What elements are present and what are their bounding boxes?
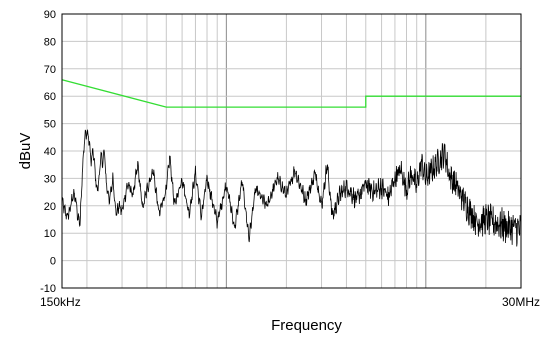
y-tick-label: 0 [50, 256, 56, 268]
x-tick-label: 30MHz [502, 295, 540, 309]
y-axis-title: dBuV [17, 133, 34, 170]
y-tick-label: 80 [44, 36, 56, 48]
y-tick-label: 90 [44, 9, 56, 21]
y-tick-label: 70 [44, 64, 56, 76]
y-tick-labels: -10 0 10 20 30 40 50 60 70 80 90 [40, 9, 56, 295]
y-tick-label: 50 [44, 119, 56, 131]
x-tick-label: 150kHz [40, 295, 81, 309]
x-tick-labels: 150kHz 30MHz [40, 295, 540, 309]
x-axis-title: Frequency [271, 317, 342, 334]
measurement-trace [61, 129, 522, 247]
y-tick-label: 40 [44, 146, 56, 158]
horizontal-grid [62, 13, 521, 289]
y-tick-label: 30 [44, 173, 56, 185]
y-tick-label: 10 [44, 228, 56, 240]
plot-frame [61, 13, 522, 289]
y-tick-label: 60 [44, 91, 56, 103]
series-layer [61, 79, 522, 247]
limit-line [61, 79, 521, 108]
y-tick-label: 20 [44, 201, 56, 213]
y-tick-label: -10 [40, 283, 56, 295]
